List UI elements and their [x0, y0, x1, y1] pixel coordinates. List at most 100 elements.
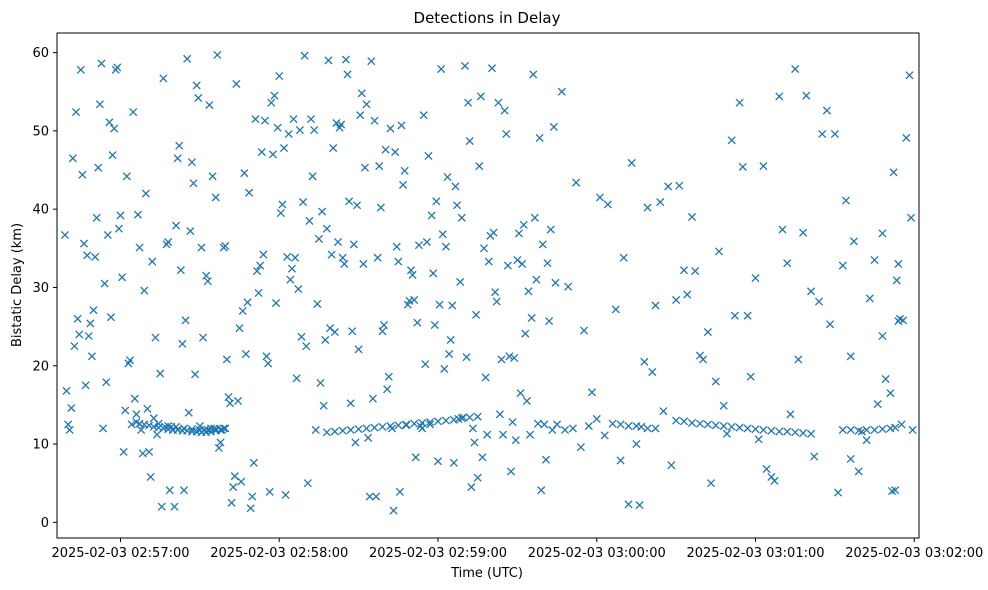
data-point [703, 420, 712, 429]
data-point [91, 252, 100, 261]
data-point [146, 472, 155, 481]
data-point [440, 364, 449, 373]
data-point [691, 266, 700, 276]
data-point [281, 490, 290, 499]
data-point [413, 318, 422, 327]
data-point [683, 290, 692, 299]
data-point [543, 259, 552, 268]
data-point [338, 253, 347, 262]
data-point [203, 277, 212, 286]
data-point [476, 92, 485, 101]
data-point [248, 492, 257, 501]
data-point [298, 198, 308, 207]
data-point [318, 207, 327, 216]
data-point [116, 211, 125, 220]
data-point [367, 57, 376, 66]
data-point [537, 486, 546, 495]
data-point [743, 311, 752, 320]
data-point [637, 422, 646, 431]
data-point [227, 498, 236, 507]
data-point [351, 438, 360, 447]
data-point [378, 422, 387, 431]
data-point [343, 70, 352, 79]
data-point [389, 506, 398, 515]
data-point [408, 270, 417, 279]
data-point [778, 225, 787, 234]
data-point [640, 357, 649, 366]
data-point [224, 393, 233, 402]
data-point [487, 64, 497, 73]
data-point [71, 108, 81, 117]
data-point [743, 424, 752, 433]
data-point [165, 486, 174, 495]
data-point [179, 424, 189, 433]
data-point [327, 250, 336, 259]
data-point [211, 425, 220, 434]
data-point [711, 421, 720, 430]
data-point [187, 425, 196, 434]
data-point [894, 259, 903, 269]
data-point [386, 124, 395, 133]
y-tick-label: 0 [41, 516, 49, 531]
data-point [125, 356, 135, 365]
data-point [857, 427, 866, 436]
data-point [368, 394, 377, 403]
data-point [287, 264, 297, 273]
data-point [767, 426, 776, 435]
data-point [360, 163, 370, 172]
data-point [675, 181, 684, 190]
data-point [205, 100, 214, 110]
data-point [516, 389, 525, 398]
data-point [365, 492, 374, 501]
data-point [113, 63, 122, 72]
data-point [267, 98, 276, 107]
data-point [84, 331, 93, 341]
data-point [470, 438, 479, 447]
data-point [222, 355, 231, 364]
data-point [114, 224, 123, 233]
data-point [438, 230, 447, 239]
data-point [584, 421, 593, 431]
data-point [418, 418, 427, 427]
data-point [279, 144, 289, 153]
data-point [194, 93, 203, 103]
data-point [511, 436, 520, 445]
data-point [643, 203, 652, 212]
data-point [722, 429, 731, 438]
data-point [822, 106, 831, 115]
data-point [738, 162, 747, 171]
data-point [479, 244, 489, 253]
data-point [329, 144, 338, 153]
data-point [679, 266, 689, 275]
data-point [122, 172, 131, 181]
data-point [313, 299, 322, 308]
data-point [349, 240, 358, 249]
data-point [297, 332, 306, 341]
data-point [907, 213, 916, 222]
data-point [89, 306, 98, 315]
data-point [526, 430, 535, 439]
data-point [145, 447, 154, 456]
data-point [719, 401, 728, 410]
data-point [791, 64, 800, 74]
data-point [86, 319, 95, 328]
data-point [735, 423, 744, 432]
data-point [802, 91, 811, 100]
data-point [237, 477, 246, 486]
data-point [372, 492, 381, 501]
data-point [402, 420, 411, 429]
data-point [441, 242, 450, 251]
data-point [495, 410, 504, 419]
data-point [184, 408, 193, 417]
data-point [659, 407, 668, 416]
data-point [151, 333, 160, 342]
data-point [129, 108, 138, 117]
data-point [143, 404, 152, 413]
data-point [445, 349, 454, 359]
data-point [502, 129, 511, 139]
data-point [449, 415, 458, 424]
data-point [305, 216, 314, 225]
data-point [354, 425, 363, 434]
data-point [148, 257, 157, 266]
data-point [503, 261, 512, 270]
